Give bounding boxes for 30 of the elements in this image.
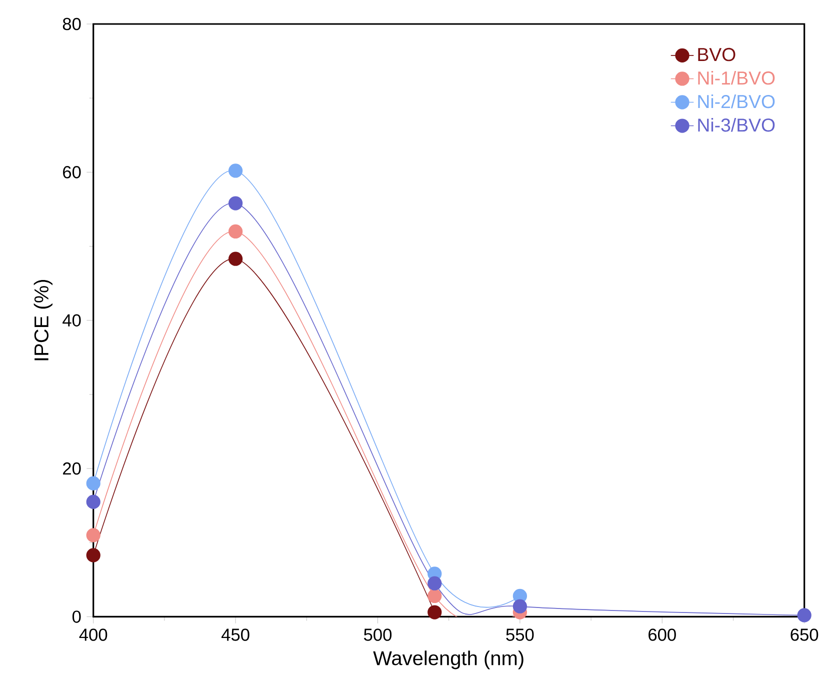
x-tick-label: 550 [506,628,534,641]
x-tick-label: 600 [648,628,676,641]
y-axis-title: IPCE (%) [34,280,52,360]
legend-label: Ni-2/BVO [698,94,775,108]
point [86,476,100,490]
point [797,608,812,622]
point [86,528,100,542]
x-tick-label: 650 [790,628,818,641]
legend-label: Ni-1/BVO [698,70,775,85]
y-tick-label: 40 [62,314,81,326]
point [428,576,442,590]
x-tick-label: 500 [364,628,392,641]
point [228,224,243,239]
point [428,605,442,620]
y-tick-label: 20 [63,462,81,475]
point [86,494,100,509]
legend-label: Ni-3/BVO [698,118,775,132]
y-tick-label: 0 [72,610,81,623]
point [428,588,442,604]
point [228,196,243,210]
x-axis-title: Wavelength (nm) [373,650,524,670]
legend-label: BVO [698,48,736,62]
y-tick-label: 60 [63,166,81,178]
point [228,252,243,266]
point [86,548,100,562]
x-tick-label: 400 [79,628,108,641]
point [228,164,243,178]
x-tick-label: 450 [221,628,250,641]
point [512,599,528,614]
y-tick-label: 80 [62,18,81,30]
